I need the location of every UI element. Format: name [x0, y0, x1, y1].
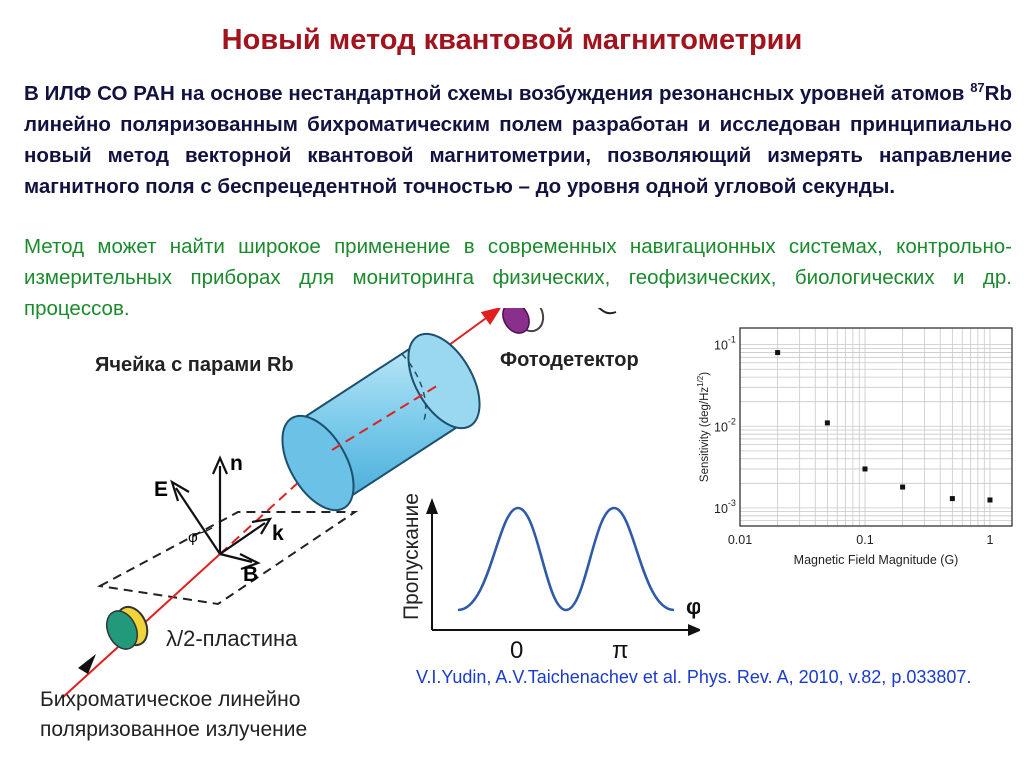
page-title: Новый метод квантовой магнитометрии	[221, 24, 803, 56]
chart-y-tick-label: 10-1	[714, 335, 736, 353]
vector-k-label: k	[272, 522, 284, 545]
chart-data-point	[949, 496, 955, 502]
polarization-plane	[96, 511, 359, 606]
isotope-superscript: 87	[970, 80, 985, 95]
inset-ylabel: Пропускание	[400, 493, 423, 620]
laser-beam-out	[444, 308, 502, 349]
half-wave-plate-label: λ/2-пластина	[166, 626, 298, 651]
inset-xlabel: φ	[686, 594, 700, 619]
chart-y-tick-label: 10-3	[714, 498, 736, 516]
vector-e-label: E	[154, 478, 168, 501]
chart-frame	[739, 327, 1013, 527]
photodetector	[502, 308, 617, 334]
chart-y-tick-label: 10-2	[714, 416, 736, 434]
vapor-cell	[281, 332, 481, 512]
cell-label: Ячейка с парами Rb	[95, 354, 294, 376]
experiment-diagram: n E k B φ Ячейка с парами Rb Фотодетекто…	[40, 308, 700, 741]
chart-data-point	[900, 484, 906, 490]
half-wave-plate	[106, 605, 149, 650]
applications-paragraph: Метод может найти широкое применение в с…	[24, 235, 1012, 320]
reference-citation: V.I.Yudin, A.V.Taichenachev et al. Phys.…	[416, 667, 972, 687]
vector-arrows	[170, 455, 273, 571]
sensitivity-chart: 0.01 0.1 1 10-1 10-2 10-3 Magnetic Field Magn…	[696, 327, 1013, 567]
intro-text-1: В ИЛФ СО РАН на основе нестандартной схе…	[24, 82, 971, 105]
chart-data-point	[862, 466, 868, 472]
chart-data-point	[987, 497, 993, 503]
radiation-label-line1: Бихроматическое линейно	[40, 688, 300, 711]
chart-data-point	[824, 420, 830, 426]
inset-tick-zero: 0	[510, 637, 523, 664]
angle-phi-label: φ	[188, 529, 198, 546]
chart-x-tick-label: 0.01	[728, 533, 752, 547]
transmission-inset: Пропускание φ 0 π	[400, 493, 700, 664]
intro-paragraph: В ИЛФ СО РАН на основе нестандартной схе…	[24, 78, 1012, 202]
chart-ylabel: Sensitivity (deg/Hz1/2)	[696, 372, 711, 482]
vector-n-label: n	[230, 452, 243, 475]
transmission-curve	[457, 506, 675, 612]
vector-b-label: B	[243, 563, 258, 586]
chart-x-tick-label: 1	[987, 533, 994, 547]
chart-data-point	[775, 350, 781, 356]
chart-xlabel: Magnetic Field Magnitude (G)	[794, 553, 959, 567]
inset-tick-pi: π	[612, 637, 629, 664]
radiation-label-line2: поляризованное излучение	[40, 718, 307, 741]
photodetector-label: Фотодетектор	[500, 349, 639, 371]
chart-x-tick-label: 0.1	[856, 533, 873, 547]
intro-text-2: Rb линейно поляризованным бихроматически…	[24, 82, 1012, 198]
